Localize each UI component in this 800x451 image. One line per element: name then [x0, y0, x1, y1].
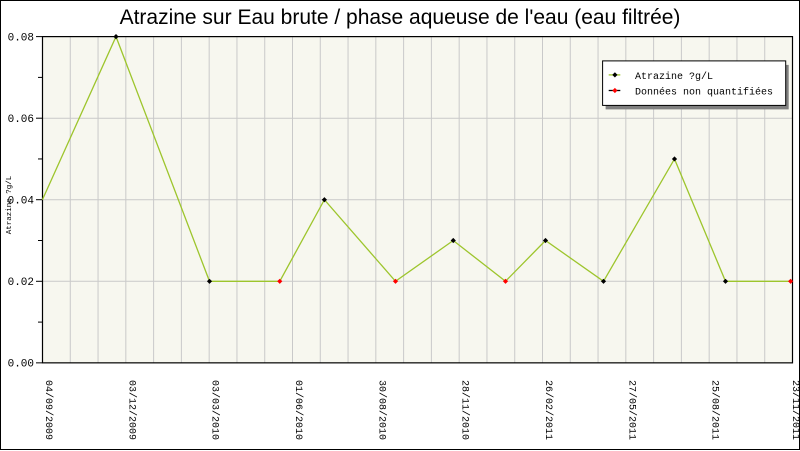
svg-text:03/03/2010: 03/03/2010 [209, 380, 221, 440]
svg-text:28/11/2010: 28/11/2010 [459, 380, 471, 440]
svg-text:0.08: 0.08 [8, 33, 34, 45]
svg-text:25/08/2011: 25/08/2011 [709, 380, 721, 440]
svg-text:Données non quantifiées: Données non quantifiées [635, 87, 773, 99]
svg-text:0.06: 0.06 [8, 114, 34, 126]
svg-text:0.02: 0.02 [8, 277, 34, 289]
svg-text:30/08/2010: 30/08/2010 [375, 380, 387, 440]
svg-text:03/12/2009: 03/12/2009 [125, 380, 137, 440]
svg-text:04/09/2009: 04/09/2009 [42, 380, 54, 440]
svg-text:27/05/2011: 27/05/2011 [625, 380, 637, 440]
svg-text:Atrazine ?g/L: Atrazine ?g/L [6, 175, 14, 234]
svg-text:26/02/2011: 26/02/2011 [542, 380, 554, 440]
svg-text:0.00: 0.00 [8, 359, 34, 371]
svg-text:Atrazine ?g/L: Atrazine ?g/L [635, 71, 713, 83]
svg-text:23/11/2011: 23/11/2011 [789, 380, 800, 440]
svg-text:01/06/2010: 01/06/2010 [292, 380, 304, 440]
